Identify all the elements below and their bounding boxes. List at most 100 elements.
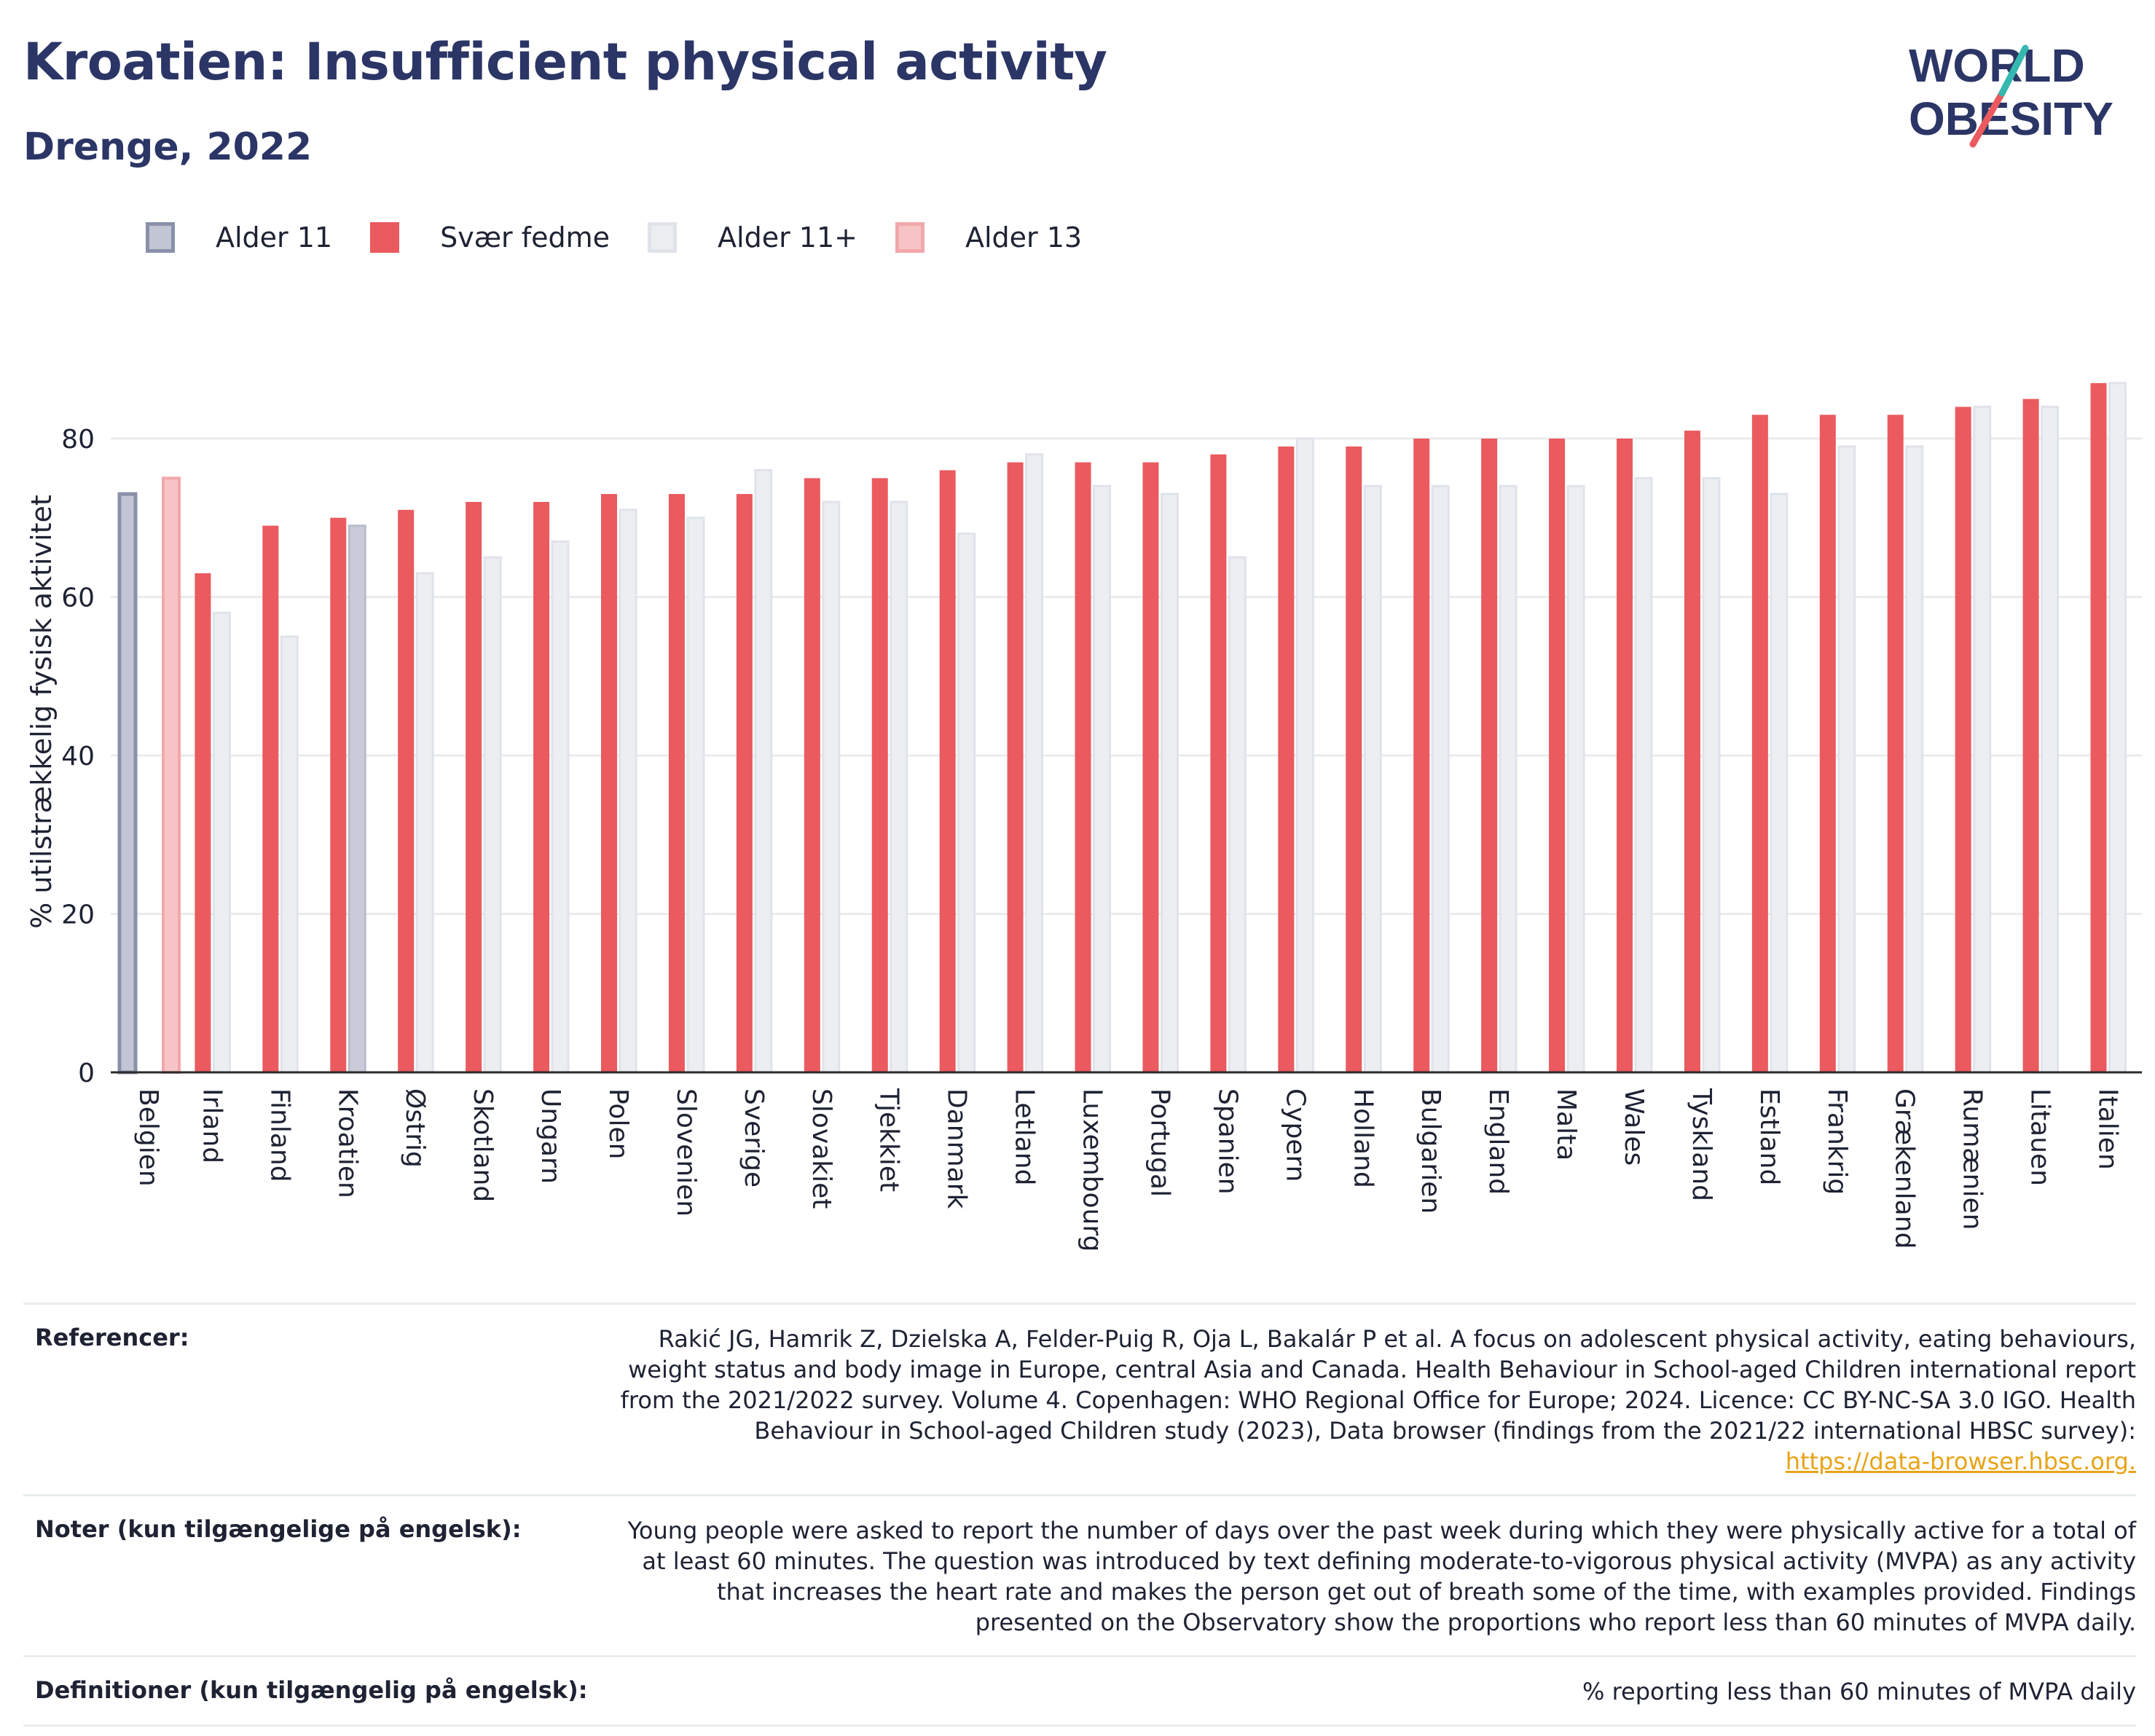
x-tick-label: Danmark bbox=[942, 1088, 972, 1209]
bar-svaer-fedme bbox=[1075, 462, 1091, 1072]
x-tick-label: Rumænien bbox=[1958, 1088, 1987, 1230]
notes-table: Referencer: Rakić JG, Hamrik Z, Dzielska… bbox=[23, 1303, 2136, 1727]
bar-alder-11-plus bbox=[686, 517, 705, 1074]
legend-label: Alder 11 bbox=[216, 221, 333, 254]
x-tick-label: Luxembourg bbox=[1078, 1088, 1107, 1252]
y-tick-label: 0 bbox=[78, 1059, 95, 1088]
bar-alder-11-plus bbox=[957, 533, 976, 1074]
bar-svaer-fedme bbox=[1481, 439, 1498, 1072]
bar-alder-11-plus bbox=[1702, 476, 1721, 1074]
x-tick-label: Litauen bbox=[2025, 1088, 2055, 1186]
x-tick-label: Tjekkiet bbox=[874, 1088, 904, 1192]
references-row: Referencer: Rakić JG, Hamrik Z, Dzielska… bbox=[23, 1303, 2136, 1494]
notes-text: Young people were asked to report the nu… bbox=[627, 1517, 2136, 1636]
x-tick-label: Cypern bbox=[1280, 1088, 1310, 1182]
bar-alder-11-plus bbox=[1973, 406, 1992, 1074]
y-axis-label: % utilstrækkelig fysisk aktivitet bbox=[25, 495, 58, 929]
bar-svaer-fedme bbox=[330, 517, 347, 1072]
bar-svaer-fedme bbox=[1346, 446, 1362, 1072]
bar-alder-11-plus bbox=[212, 611, 231, 1074]
bar-svaer-fedme bbox=[2090, 382, 2107, 1072]
definitions-row: Definitioner (kun tilgængelig på engelsk… bbox=[23, 1655, 2136, 1727]
bar-svaer-fedme bbox=[1007, 462, 1024, 1072]
logo-line1: WORLD bbox=[1909, 39, 2085, 92]
bar-alder-11-plus bbox=[1770, 492, 1789, 1074]
legend-item-alder-13[interactable]: Alder 13 bbox=[895, 221, 1082, 254]
bar-chart: 0 20 40 60 80 % utilstrækkelig fysisk aktivit… bbox=[25, 382, 2142, 1252]
bar-alder-11-plus bbox=[619, 508, 637, 1074]
definitions-text: % reporting less than 60 minutes of MVPA… bbox=[1582, 1678, 2136, 1705]
bar-alder-11-plus bbox=[415, 572, 434, 1074]
x-tick-label: Skotland bbox=[468, 1088, 498, 1202]
hbsc-link[interactable]: https://data-browser.hbsc.org. bbox=[1785, 1448, 2136, 1475]
chart-subtitle: Drenge, 2022 bbox=[23, 125, 313, 169]
notes-label: Noter (kun tilgængelige på engelsk): bbox=[35, 1515, 522, 1543]
legend-label: Alder 11+ bbox=[718, 221, 857, 254]
legend-item-alder-11[interactable]: Alder 11 bbox=[146, 221, 332, 254]
bar-alder-11-plus-highlight bbox=[348, 525, 366, 1074]
x-tick-label: Grækenland bbox=[1890, 1088, 1920, 1249]
bar-alder-11-plus bbox=[1160, 492, 1179, 1074]
bar-svaer-fedme bbox=[195, 573, 211, 1072]
bar-alder-11-plus bbox=[551, 540, 570, 1074]
bar-svaer-fedme bbox=[1684, 431, 1700, 1072]
bar-svaer-fedme bbox=[1278, 446, 1295, 1072]
bar-alder-11-plus bbox=[1363, 484, 1382, 1074]
bar-alder-11-plus bbox=[280, 635, 299, 1074]
legend-swatch bbox=[648, 222, 678, 253]
bar-svaer-fedme bbox=[2022, 398, 2039, 1072]
bar-svaer-fedme bbox=[262, 525, 279, 1072]
y-tick-label: 40 bbox=[61, 742, 95, 771]
x-tick-label: Belgien bbox=[133, 1088, 163, 1187]
world-obesity-logo: WORLD OBESITY bbox=[1909, 39, 2113, 148]
bar-svaer-fedme bbox=[1549, 439, 1566, 1072]
x-tick-label: Slovakiet bbox=[806, 1088, 836, 1209]
x-tick-label: Østrig bbox=[400, 1088, 430, 1168]
x-tick-label: Sverige bbox=[739, 1088, 769, 1187]
legend-swatch bbox=[146, 222, 175, 253]
x-tick-label: Frankrig bbox=[1822, 1088, 1852, 1195]
bar-svaer-fedme bbox=[533, 502, 550, 1072]
bar-alder-11-plus bbox=[1499, 484, 1518, 1074]
bar-svaer-fedme bbox=[1413, 439, 1430, 1072]
y-tick-label: 20 bbox=[61, 900, 95, 930]
bar-svaer-fedme bbox=[1617, 439, 1633, 1072]
bar-alder-11-plus bbox=[1634, 476, 1653, 1074]
references-text: Rakić JG, Hamrik Z, Dzielska A, Felder-P… bbox=[606, 1324, 2136, 1477]
legend-label: Svær fedme bbox=[440, 221, 611, 254]
bar-alder-11-plus bbox=[1228, 556, 1247, 1074]
x-tick-label: Portugal bbox=[1145, 1088, 1174, 1197]
bar-svaer-fedme bbox=[668, 494, 685, 1072]
bar-alder-11-plus bbox=[1025, 453, 1044, 1074]
bar-svaer-fedme bbox=[1751, 415, 1768, 1072]
bar-alder-11-plus bbox=[1295, 437, 1314, 1074]
x-tick-label: England bbox=[1483, 1088, 1513, 1195]
x-tick-label: Finland bbox=[264, 1088, 294, 1182]
x-tick-label: Ungarn bbox=[535, 1088, 565, 1184]
x-tick-label: Kroatien bbox=[332, 1088, 362, 1198]
x-tick-label: Malta bbox=[1551, 1088, 1581, 1160]
bar-alder-11-plus bbox=[754, 469, 773, 1074]
bar-svaer-fedme bbox=[939, 470, 956, 1072]
x-tick-label: Holland bbox=[1348, 1088, 1378, 1188]
bar-svaer-fedme bbox=[1819, 415, 1836, 1072]
chart-title: Kroatien: Insufficient physical activity bbox=[23, 32, 1107, 92]
bar-alder-11-plus bbox=[890, 500, 908, 1074]
bar-alder-11-plus bbox=[1566, 484, 1585, 1074]
bar-svaer-fedme bbox=[398, 509, 415, 1072]
bar-svaer-fedme bbox=[1142, 462, 1159, 1072]
bar-svaer-fedme bbox=[736, 494, 753, 1072]
bar-svaer-fedme bbox=[1210, 454, 1227, 1072]
bar-svaer-fedme bbox=[601, 494, 617, 1072]
bar-alder-11-plus bbox=[2041, 406, 2060, 1074]
bar-alder-11 bbox=[117, 492, 138, 1075]
legend-item-alder-11-plus[interactable]: Alder 11+ bbox=[648, 221, 857, 254]
legend-item-svaer-fedme[interactable]: Svær fedme bbox=[370, 221, 610, 254]
bar-alder-11-plus bbox=[822, 500, 841, 1074]
y-tick-label: 80 bbox=[61, 425, 95, 455]
y-tick-label: 60 bbox=[61, 584, 95, 613]
x-tick-label: Bulgarien bbox=[1416, 1088, 1445, 1214]
x-tick-label: Slovenien bbox=[671, 1088, 701, 1217]
bar-alder-11-plus bbox=[1837, 445, 1856, 1074]
notes-row: Noter (kun tilgængelige på engelsk): You… bbox=[23, 1494, 2136, 1655]
